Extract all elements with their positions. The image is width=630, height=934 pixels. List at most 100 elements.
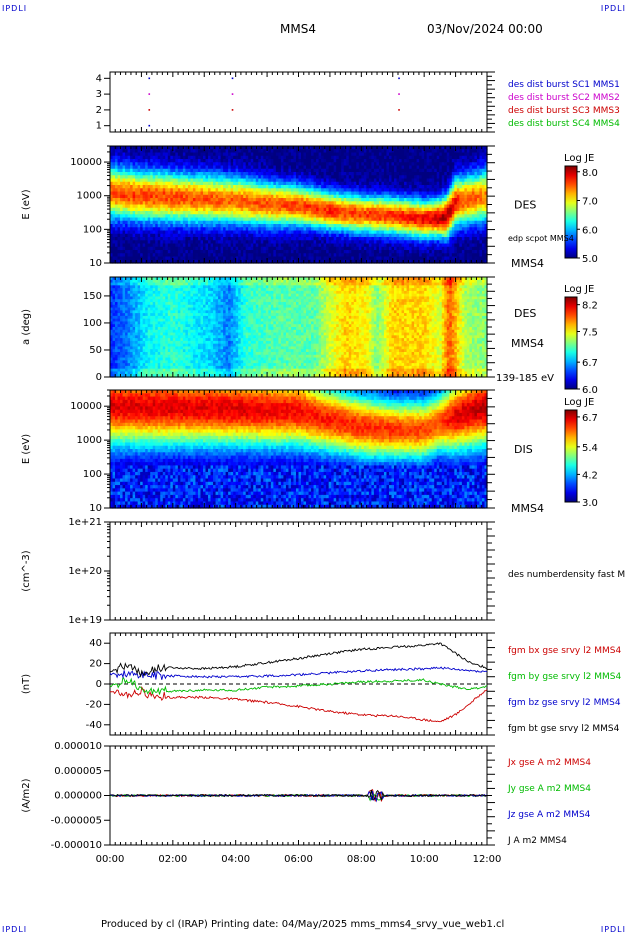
burst-marker [398,109,400,111]
colorbar [564,165,578,259]
colorbar-tick-label: 5.4 [582,443,598,454]
x-tick-label: 10:00 [410,854,439,865]
right-axis-ticks [487,632,495,736]
y-axis-label: (A/m2) [21,778,32,812]
burst-legend-entry: des dist burst SC4 MMS4 [508,119,620,129]
y-tick-label: 10 [89,258,102,269]
y-tick-label: 1e+21 [68,517,102,528]
right-axis-ticks [487,276,495,378]
time-minor-ticks [109,277,488,377]
y-tick-label: 10 [89,503,102,514]
y-tick-label: 0 [96,679,102,690]
burst-marker [231,77,234,80]
right-axis-ticks [487,145,495,264]
time-minor-ticks [109,522,488,620]
current-legend-entry: Jy gse A m2 MMS4 [507,784,591,794]
y-tick-label: 150 [83,291,102,302]
y-tick-label: 40 [89,638,102,649]
right-axis-ticks [487,745,495,846]
burst-marker [148,109,151,111]
colorbar [564,296,578,390]
burst-legend-entry: des dist burst SC1 MMS1 [508,80,620,90]
des-energy-instrument-label: DES [514,199,536,212]
density-legend-entry: des numberdensity fast M [508,570,625,580]
time-minor-ticks [109,390,488,508]
y-tick-label: 10000 [70,401,102,412]
des-energy-cells [110,146,488,264]
colorbar-tick-label: 8.2 [582,301,598,312]
y-tick-label: 100 [83,469,102,480]
colorbar-title: Log JE [564,153,594,164]
colorbar-tick-label: 6.0 [582,225,598,236]
y-tick-label: -0.000005 [51,815,102,826]
x-tick-label: 12:00 [473,854,502,865]
field-series-line-2 [109,666,488,680]
x-tick-label: 04:00 [221,854,250,865]
y-axis-label: E (eV) [21,189,32,219]
x-tick-label: 00:00 [96,854,125,865]
y-tick-label: 1000 [77,191,102,202]
time-minor-ticks [109,633,488,735]
y-tick-label: 1e+19 [68,615,102,626]
y-tick-label: 0 [96,372,102,383]
y-tick-label: 3 [96,89,102,100]
y-tick-label: 4 [96,73,102,84]
time-minor-ticks [109,146,488,263]
y-tick-label: 1000 [77,435,102,446]
burst-marker [398,77,400,80]
corner-mark-top-left: IPDLI [2,4,28,13]
y-tick-label: 0.000005 [54,766,102,777]
des-energy-sc-label: MMS4 [511,257,544,270]
burst-legend-entry: des dist burst SC2 MMS2 [508,93,620,103]
field-series-line-1 [109,675,488,695]
burst-marker [148,77,151,80]
y-tick-label: -40 [86,720,102,731]
colorbar-tick-label: 6.7 [582,358,598,369]
y-tick-label: 2 [96,105,102,116]
current-legend-entry: Jx gse A m2 MMS4 [507,758,591,768]
des-pitch-instrument-label: DES [514,307,536,320]
y-tick-label: 10000 [70,157,102,168]
burst-marker [398,93,400,95]
y-axis-label: (cm^-3) [21,550,32,591]
right-axis-ticks [487,521,495,621]
dis-energy-instrument-label: DIS [514,443,533,456]
burst-panel-frame [109,71,488,133]
y-axis-label: E (eV) [21,434,32,464]
colorbar-tick-label: 4.2 [582,470,598,481]
burst-marker [231,93,234,95]
colorbar-tick-label: 7.0 [582,197,598,208]
colorbar-tick-label: 6.7 [582,413,598,424]
burst-marker [148,93,151,95]
y-tick-label: 100 [83,318,102,329]
corner-mark-bottom-left: IPDLI [2,925,28,934]
y-tick-label: 1e+20 [68,566,102,577]
field-series-line-3 [109,642,488,678]
dis-energy-sc-label: MMS4 [511,502,544,515]
y-tick-label: -0.000010 [51,840,102,851]
right-axis-ticks [487,71,495,133]
des-pitch-sc-label: MMS4 [511,337,544,350]
colorbar-title: Log JE [564,284,594,295]
y-tick-label: 1 [96,121,102,132]
colorbar-title: Log JE [564,397,594,408]
x-tick-label: 02:00 [158,854,187,865]
field-legend-entry: fgm bz gse srvy l2 MMS4 [508,698,621,708]
right-axis-ticks [487,389,495,509]
des-energy-overlay-label: edp scpot MMS4 [508,234,574,243]
colorbar-tick-label: 8.0 [582,168,598,179]
burst-marker [231,109,234,111]
burst-marker [148,124,151,127]
des-pitch-cells [110,277,488,378]
des-pitch-range-label: 139-185 eV [496,373,554,384]
current-series-line-3 [109,789,488,801]
y-tick-label: 50 [89,345,102,356]
corner-mark-bottom-right: IPDLI [600,925,626,934]
field-legend-entry: fgm bx gse srvy l2 MMS4 [508,646,621,656]
density-panel-frame [109,521,488,621]
date-time-title: 03/Nov/2024 00:00 [427,22,543,36]
y-axis-label: (nT) [21,674,32,694]
colorbar-tick-label: 6.0 [582,385,598,396]
